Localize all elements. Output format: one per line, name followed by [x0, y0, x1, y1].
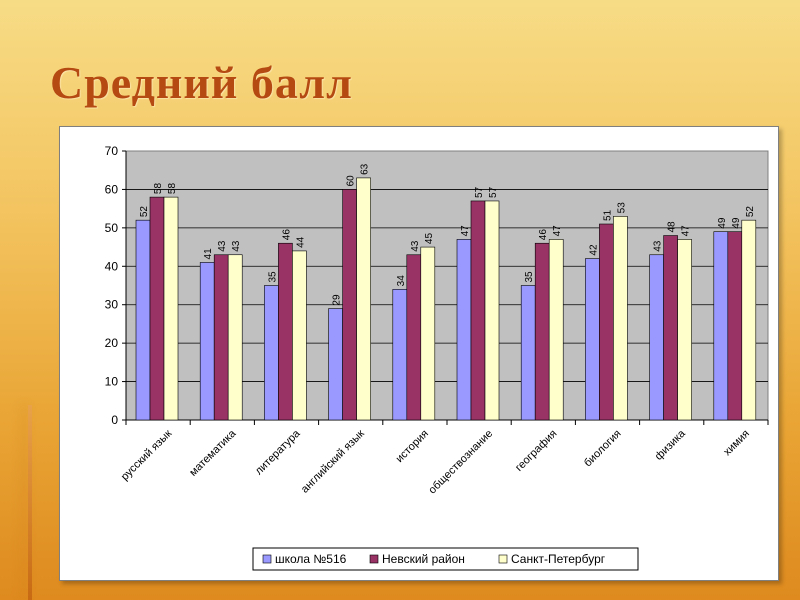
bar-2	[727, 231, 743, 421]
data-label: 52	[745, 206, 756, 218]
data-label: 57	[474, 186, 485, 198]
y-tick-label: 30	[105, 298, 119, 312]
legend-swatch	[262, 554, 272, 564]
legend-label: Санкт-Петербург	[511, 552, 606, 566]
bar-1	[392, 289, 408, 421]
data-label: 42	[588, 244, 599, 256]
bar-2	[149, 196, 165, 421]
data-label: 43	[231, 240, 242, 252]
legend	[252, 547, 639, 571]
data-label: 43	[410, 240, 421, 252]
bar-3	[356, 177, 371, 421]
data-label: 44	[295, 236, 306, 248]
bar-1	[456, 239, 472, 421]
y-tick-label: 20	[105, 336, 119, 350]
bar-3	[613, 216, 628, 421]
data-label: 58	[153, 183, 164, 195]
bar-3	[163, 196, 179, 421]
data-label: 51	[602, 209, 613, 221]
bar-1	[328, 308, 343, 421]
data-label: 49	[717, 217, 728, 229]
y-tick-label: 40	[105, 259, 119, 273]
y-tick-label: 10	[105, 375, 119, 389]
bar-3	[292, 250, 307, 421]
bar-1	[264, 285, 279, 421]
category-label: обществознание	[426, 428, 495, 497]
chart-frame: 0 10 20 30 40 50 60 70 52 58 58 русский язык 41 43 43 м…	[59, 126, 779, 581]
bar-1	[135, 219, 151, 421]
slide-title: Средний балл	[50, 57, 353, 108]
legend-label: школа №516	[275, 552, 347, 566]
legend-swatch	[498, 554, 508, 564]
bar-3	[227, 254, 243, 421]
bar-3	[677, 239, 692, 421]
data-label: 29	[332, 294, 343, 306]
y-tick-label: 50	[105, 221, 119, 235]
bar-2	[406, 254, 422, 421]
bar-1	[520, 285, 536, 421]
data-label: 45	[424, 233, 435, 245]
data-label: 47	[460, 225, 471, 237]
bar-3	[548, 239, 564, 421]
data-label: 52	[139, 206, 150, 218]
data-label: 53	[616, 202, 627, 214]
category-label: история	[394, 428, 431, 465]
data-label: 35	[524, 271, 535, 283]
decorative-accent-bar	[28, 405, 32, 600]
data-label: 47	[552, 225, 563, 237]
bar-1	[713, 231, 729, 421]
data-label: 35	[267, 271, 278, 283]
data-label: 43	[653, 240, 664, 252]
bar-1	[199, 262, 215, 421]
data-label: 43	[217, 240, 228, 252]
bar-2	[470, 200, 486, 421]
bar-3	[420, 246, 436, 421]
y-tick-label: 0	[111, 413, 118, 427]
bar-2	[663, 235, 678, 421]
data-label: 46	[281, 229, 292, 241]
legend-label: Невский район	[382, 552, 465, 566]
bar-2	[599, 223, 614, 421]
category-label: русский язык	[119, 428, 174, 483]
data-label: 63	[360, 163, 371, 175]
data-label: 41	[203, 248, 214, 260]
bar-1	[585, 258, 600, 421]
data-label: 57	[488, 186, 499, 198]
category-label: математика	[187, 427, 239, 479]
y-tick-label: 70	[105, 144, 119, 158]
category-label: география	[513, 428, 559, 474]
bar-3	[741, 219, 757, 421]
data-label: 47	[681, 225, 692, 237]
y-tick-label: 60	[105, 182, 119, 196]
data-label: 49	[731, 217, 742, 229]
data-label: 60	[346, 175, 357, 187]
data-label: 58	[167, 183, 178, 195]
category-label: английский язык	[299, 428, 367, 496]
data-label: 46	[538, 229, 549, 241]
bar-1	[649, 254, 664, 421]
legend-swatch	[369, 554, 379, 564]
category-label: литература	[253, 427, 303, 477]
category-label: химия	[721, 428, 752, 459]
bar-2	[278, 242, 293, 421]
category-label: биология	[582, 428, 624, 470]
bar-2	[534, 242, 550, 421]
bar-2	[213, 254, 229, 421]
bar-3	[484, 200, 500, 421]
data-label: 48	[667, 221, 678, 233]
data-label: 34	[396, 275, 407, 287]
bar-2	[342, 189, 357, 421]
category-label: физика	[653, 427, 689, 463]
